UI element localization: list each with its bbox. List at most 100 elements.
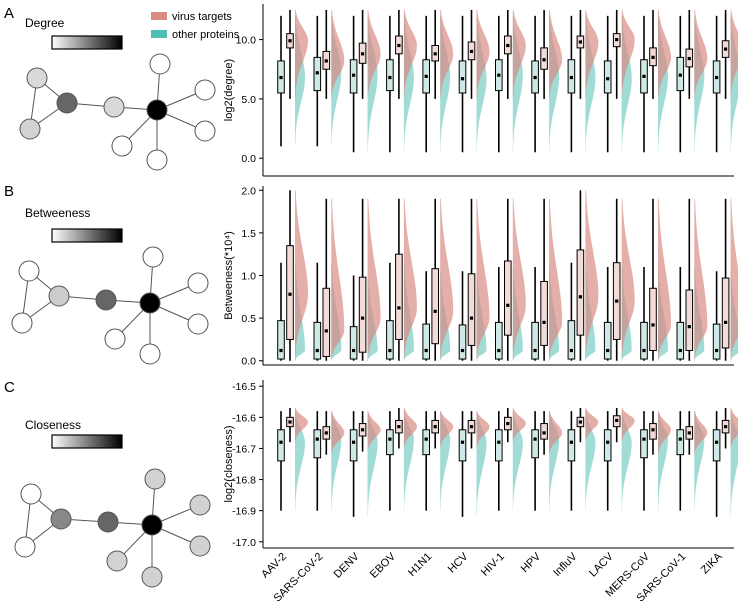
category-aav-2 [277, 190, 308, 361]
node [103, 96, 125, 118]
violin-other-proteins [585, 411, 596, 511]
box-virus-targets [322, 287, 331, 357]
x-tick-label: HIV-1 [479, 551, 507, 579]
median-other-proteins [460, 77, 465, 81]
node [189, 535, 211, 557]
y-axis-label: log2(degree) [223, 59, 235, 121]
violin-virus-targets [658, 198, 671, 361]
category-denv [349, 198, 381, 361]
violin-virus-targets [621, 408, 635, 443]
median-other-proteins [279, 440, 283, 444]
median-other-proteins [678, 437, 682, 441]
box-virus-targets [721, 277, 730, 349]
box-other-proteins [603, 60, 612, 94]
legend-swatch-virus-targets [151, 12, 167, 20]
category-hcv [458, 198, 490, 361]
violin-virus-targets [658, 9, 671, 99]
violin-virus-targets [476, 9, 490, 99]
median-virus-targets [361, 316, 365, 320]
box-other-proteins [531, 321, 539, 360]
median-virus-targets [361, 52, 365, 56]
violin-virus-targets [476, 411, 490, 449]
median-other-proteins [642, 74, 646, 78]
node-hub [146, 99, 168, 121]
median-virus-targets [433, 425, 437, 429]
category-ebov [386, 198, 417, 361]
box-other-proteins [458, 60, 467, 94]
violin-virus-targets [621, 198, 635, 361]
violin-virus-targets [585, 9, 599, 99]
violin-other-proteins [621, 411, 632, 511]
median-virus-targets [324, 329, 328, 333]
y-tick-label: -16.9 [232, 506, 256, 518]
category-influv [567, 9, 599, 153]
violin-virus-targets [403, 198, 417, 361]
network-betweeness [11, 246, 209, 365]
median-virus-targets [724, 320, 728, 324]
violin-other-proteins [295, 411, 305, 511]
node-hub [141, 514, 163, 536]
x-tick-label: ZIKA [699, 550, 725, 576]
node [48, 285, 70, 307]
median-virus-targets [724, 47, 728, 51]
violin-virus-targets [367, 411, 381, 452]
y-tick-label: 0.0 [241, 356, 256, 368]
median-other-proteins [642, 437, 646, 441]
median-other-proteins [715, 75, 719, 80]
node [187, 313, 209, 335]
box-other-proteins [712, 429, 721, 462]
panel-title-closeness: Closeness [25, 418, 81, 432]
network-degree [19, 53, 216, 171]
box-other-proteins [277, 429, 285, 462]
median-virus-targets [324, 59, 328, 63]
box-other-proteins [386, 59, 394, 92]
category-denv [349, 411, 381, 517]
median-virus-targets [687, 325, 691, 329]
box-other-proteins [495, 321, 503, 360]
x-tick-label: EBOV [368, 550, 399, 581]
box-other-proteins [531, 429, 539, 459]
median-virus-targets [324, 431, 328, 435]
x-tick-label: LACV [587, 550, 616, 579]
box-other-proteins [603, 429, 612, 462]
violin-virus-targets [512, 198, 526, 361]
median-other-proteins [460, 440, 465, 444]
x-tick-label: H1N1 [406, 551, 434, 579]
category-mers-cov [640, 9, 671, 153]
node [189, 494, 211, 516]
box-virus-targets [504, 260, 512, 336]
gradient-scale-betweeness [51, 228, 123, 243]
box-virus-targets [540, 280, 548, 346]
violin-virus-targets [658, 411, 671, 455]
violin-virus-targets [295, 9, 308, 99]
category-h1n1 [422, 198, 454, 361]
box-other-proteins [458, 429, 467, 462]
violin-virus-targets [331, 411, 345, 455]
node [111, 135, 133, 157]
violin-virus-targets [730, 198, 738, 361]
y-tick-label: 1.5 [241, 228, 256, 240]
violin-virus-targets [476, 198, 490, 361]
median-virus-targets [578, 420, 582, 424]
category-lacv [603, 408, 635, 511]
node [18, 260, 40, 282]
violin-virus-targets [730, 9, 738, 99]
category-hiv-1 [495, 198, 526, 361]
median-other-proteins [352, 348, 356, 353]
median-other-proteins [497, 348, 501, 353]
violin-virus-targets [585, 408, 599, 443]
box-virus-targets [286, 245, 294, 340]
box-virus-targets [649, 287, 657, 352]
median-other-proteins [424, 348, 428, 353]
median-other-proteins [715, 440, 719, 444]
violin-virus-targets [403, 408, 417, 449]
box-other-proteins [422, 429, 430, 456]
category-h1n1 [422, 411, 454, 511]
box-other-proteins [349, 326, 358, 360]
closeness-chart: -17.0 -16.9 -16.8 -16.7 -16.6 -16.5 log2(close… [223, 380, 738, 549]
median-virus-targets [651, 323, 655, 327]
category-sars-cov-1 [676, 411, 708, 511]
median-other-proteins [315, 437, 319, 441]
